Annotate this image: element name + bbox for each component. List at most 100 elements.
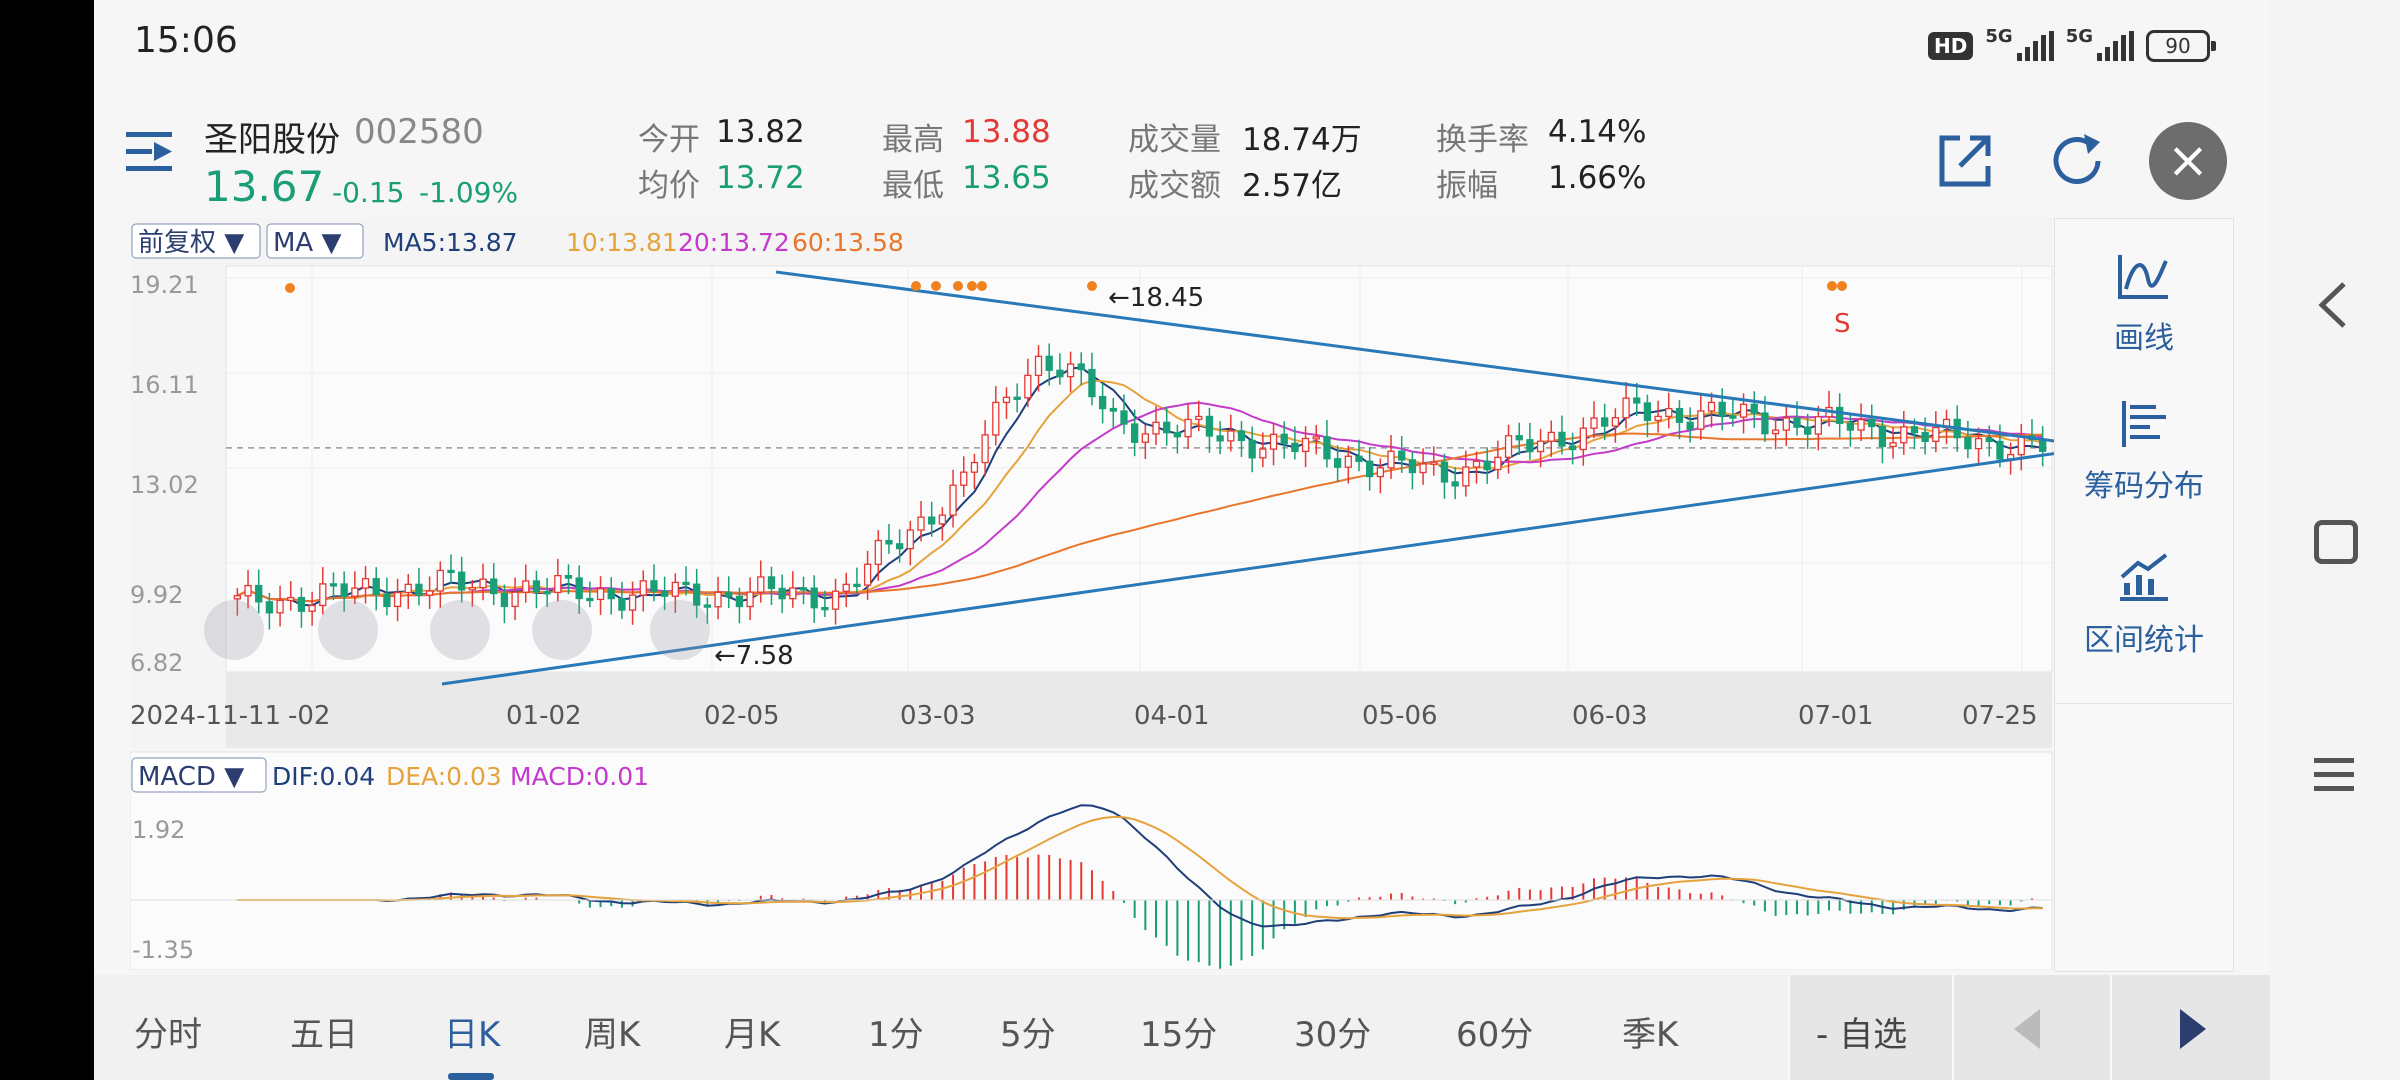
low-value: 13.65 [962, 160, 1051, 196]
event-dot [977, 281, 987, 291]
date-tick: 02-05 [704, 701, 780, 731]
candle-body [308, 604, 316, 612]
candle-body [1056, 369, 1064, 378]
open-label: 今开 [638, 122, 700, 158]
menu-icon[interactable] [124, 128, 178, 176]
watchlist-button[interactable]: - 自选 [1788, 975, 1952, 1080]
candle-body [564, 575, 573, 579]
event-dot [285, 283, 295, 293]
tab-minute[interactable]: 分时 [134, 1015, 202, 1055]
candle-body [1889, 442, 1897, 448]
adjust-selector[interactable]: 前复权 ▼ [138, 228, 244, 258]
candle-body [1269, 433, 1278, 450]
share-icon[interactable] [1932, 128, 1998, 194]
candle-body [799, 587, 808, 591]
tab-quarterly-k[interactable]: 季K [1622, 1015, 1679, 1055]
candle-body [1996, 440, 2004, 460]
recents-icon[interactable] [2312, 752, 2356, 796]
candle-body [244, 584, 252, 597]
candle-body [1312, 436, 1320, 440]
range-stats-button[interactable]: 区间统计 [2055, 551, 2233, 659]
candle-body [1013, 396, 1021, 400]
candle-body [863, 563, 872, 586]
tab-five-day[interactable]: 五日 [290, 1015, 358, 1055]
candle-body [1045, 355, 1053, 371]
tab-30min[interactable]: 30分 [1294, 1015, 1372, 1055]
candle-body [1750, 403, 1758, 414]
candle-body [522, 580, 530, 593]
turnover-amount-value: 2.57亿 [1242, 168, 1343, 204]
candle-body [1163, 421, 1171, 434]
turnover-rate-value: 4.14% [1548, 114, 1647, 150]
candle-body [703, 604, 712, 608]
next-stock-button[interactable] [2110, 975, 2270, 1080]
candle-body [1323, 436, 1331, 460]
tab-60min[interactable]: 60分 [1456, 1015, 1534, 1055]
avg-price-value: 13.72 [716, 160, 805, 196]
caret-left-icon [2014, 1009, 2040, 1049]
draw-line-label: 画线 [2114, 321, 2174, 356]
resistance-trendline [775, 270, 2101, 449]
candle-body [1654, 415, 1662, 422]
candle-body [1686, 421, 1694, 430]
ma60-legend: 60:13.58 [792, 228, 904, 257]
close-button[interactable]: × [2149, 122, 2227, 200]
prev-stock-button[interactable] [1952, 975, 2110, 1080]
candle-body [1526, 439, 1534, 453]
candle-body [1259, 448, 1267, 459]
tab-weekly-k[interactable]: 周K [584, 1015, 641, 1055]
macd-selector[interactable]: MACD ▼ [138, 762, 244, 792]
candle-body [276, 599, 284, 614]
candle-body [511, 591, 519, 608]
dea-legend: DEA:0.03 [386, 762, 502, 791]
candle-body [810, 587, 818, 609]
kline-chart[interactable]: 前复权 ▼ MA ▼ MA5:13.87 10:13.81 20:13.72 6… [130, 218, 2102, 970]
candle-body [1088, 368, 1096, 398]
candle-body [1836, 406, 1844, 425]
ma5-legend: MA5:13.87 [383, 228, 518, 257]
date-tick: 05-06 [1362, 701, 1438, 731]
tab-monthly-k[interactable]: 月K [724, 1015, 781, 1055]
candle-body [1227, 430, 1235, 442]
candle-body [532, 580, 541, 593]
candle-body [746, 591, 754, 608]
candle-body [1333, 458, 1342, 468]
candle-body [1141, 433, 1149, 443]
refresh-icon[interactable] [2044, 128, 2110, 194]
date-tick: 01-02 [506, 701, 582, 731]
trade-mark [532, 600, 592, 660]
back-icon[interactable] [2314, 280, 2354, 330]
tab-15min[interactable]: 15分 [1140, 1015, 1218, 1055]
signal-icon [2097, 31, 2134, 61]
candle-body [1579, 427, 1587, 451]
candle-body [831, 590, 840, 610]
home-icon[interactable] [2314, 520, 2358, 564]
candle-body [479, 578, 487, 589]
event-dot [1827, 281, 1837, 291]
macd-series [130, 804, 2052, 969]
draw-line-button[interactable]: 画线 [2055, 249, 2233, 357]
turnover-rate-label: 换手率 [1436, 122, 1529, 158]
high-marker: ←18.45 [1108, 283, 1204, 313]
stock-name[interactable]: 圣阳股份 [204, 120, 340, 160]
event-dot [931, 281, 941, 291]
tab-daily-k[interactable]: 日K [444, 1015, 501, 1055]
chip-distribution-button[interactable]: 筹码分布 [2055, 397, 2233, 505]
sell-signal: S [1834, 309, 1851, 339]
candle-body [1729, 415, 1737, 419]
ma20-legend: 20:13.72 [678, 228, 790, 257]
candle-body [1216, 435, 1224, 442]
candle-body [329, 583, 338, 587]
candle-body [1376, 467, 1385, 478]
date-tick: 07-01 [1798, 701, 1874, 731]
markers [204, 281, 1847, 660]
tab-5min[interactable]: 5分 [1000, 1015, 1056, 1055]
indicator-selector[interactable]: MA ▼ [273, 228, 341, 258]
event-dot [967, 281, 977, 291]
tab-1min[interactable]: 1分 [868, 1015, 924, 1055]
low-label: 最低 [882, 168, 944, 204]
amplitude-value: 1.66% [1548, 160, 1647, 196]
candle-body [1611, 417, 1620, 427]
price-tick: 6.82 [130, 649, 183, 677]
candle-body [340, 583, 348, 597]
